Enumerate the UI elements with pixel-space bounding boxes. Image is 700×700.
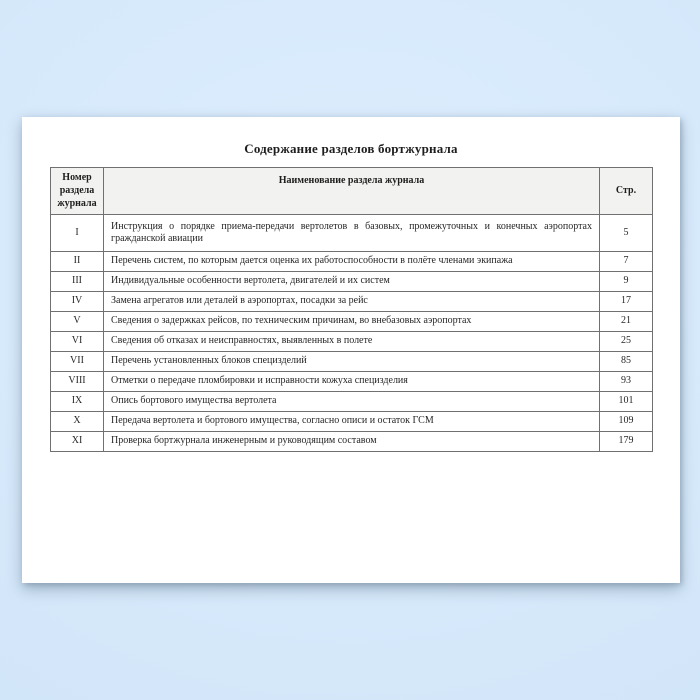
section-name-cell: Опись бортового имущества вертолета (103, 391, 600, 413)
table-row: V Сведения о задержках рейсов, по техниче… (50, 311, 653, 333)
section-number-cell: II (50, 251, 104, 273)
section-number-cell: IV (50, 291, 104, 313)
table-row: VIII Отметки о передаче пломбировки и исп… (50, 371, 653, 393)
section-number-cell: VI (50, 331, 104, 353)
section-name-cell: Передача вертолета и бортового имущества… (103, 411, 600, 433)
page-number-cell: 25 (599, 331, 653, 353)
section-number-cell: IX (50, 391, 104, 413)
section-number-cell: VIII (50, 371, 104, 393)
table-row: IX Опись бортового имущества вертолета 101 (50, 391, 653, 413)
table-row: VII Перечень установленных блоков специзд… (50, 351, 653, 373)
table-row: II Перечень систем, по которым дается оце… (50, 251, 653, 273)
section-name-cell: Перечень установленных блоков специздели… (103, 351, 600, 373)
table-row: XI Проверка бортжурнала инженерным и руко… (50, 431, 653, 453)
header-section-number: Номер раздела журнала (50, 166, 104, 216)
page-number-cell: 101 (599, 391, 653, 413)
header-page: Стр. (599, 166, 653, 216)
section-name-cell: Перечень систем, по которым дается оценк… (103, 251, 600, 273)
section-number-cell: V (50, 311, 104, 333)
section-name-cell: Сведения об отказах и неисправностях, вы… (103, 331, 600, 353)
page-number-cell: 85 (599, 351, 653, 373)
table-row: X Передача вертолета и бортового имуществ… (50, 411, 653, 433)
page-number-cell: 93 (599, 371, 653, 393)
section-number-cell: I (50, 214, 104, 253)
page-number-cell: 109 (599, 411, 653, 433)
section-number-cell: III (50, 271, 104, 293)
page-number-cell: 7 (599, 251, 653, 273)
section-number-cell: XI (50, 431, 104, 453)
header-section-name: Наименование раздела журнала (103, 166, 600, 216)
section-name-cell: Замена агрегатов или деталей в аэропорта… (103, 291, 600, 313)
document-page: Содержание разделов бортжурнала Номер ра… (22, 117, 680, 583)
page-number-cell: 179 (599, 431, 653, 453)
table-row: III Индивидуальные особенности вертолета,… (50, 271, 653, 293)
section-number-cell: VII (50, 351, 104, 373)
section-name-cell: Сведения о задержках рейсов, по техничес… (103, 311, 600, 333)
toc-table: Номер раздела журнала Наименование разде… (50, 166, 653, 453)
header-row: Номер раздела журнала Наименование разде… (50, 166, 653, 216)
section-name-cell: Отметки о передаче пломбировки и исправн… (103, 371, 600, 393)
section-name-cell: Индивидуальные особенности вертолета, дв… (103, 271, 600, 293)
page-number-cell: 21 (599, 311, 653, 333)
table-row: I Инструкция о порядке приема-передачи ве… (50, 214, 653, 253)
section-name-cell: Инструкция о порядке приема-передачи вер… (103, 214, 600, 253)
table-row: IV Замена агрегатов или деталей в аэропор… (50, 291, 653, 313)
table-row: VI Сведения об отказах и неисправностях, … (50, 331, 653, 353)
page-number-cell: 17 (599, 291, 653, 313)
page-number-cell: 5 (599, 214, 653, 253)
section-name-cell: Проверка бортжурнала инженерным и руково… (103, 431, 600, 453)
toc-table-body: I Инструкция о порядке приема-передачи ве… (50, 214, 653, 453)
toc-table-header: Номер раздела журнала Наименование разде… (50, 166, 653, 216)
document-title: Содержание разделов бортжурнала (244, 141, 458, 156)
page-number-cell: 9 (599, 271, 653, 293)
section-number-cell: X (50, 411, 104, 433)
